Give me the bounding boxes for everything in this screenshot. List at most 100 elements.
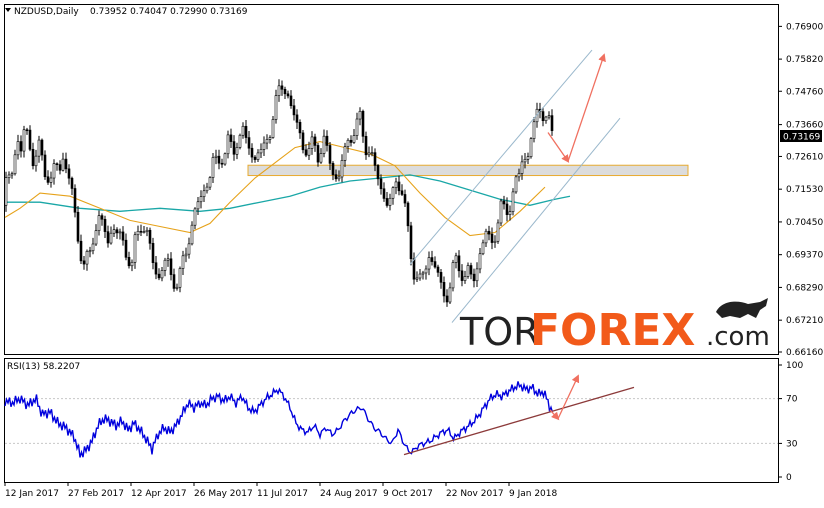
candle-body-169 [511, 191, 515, 212]
time-axis: 12 Jan 2017 27 Feb 2017 12 Apr 2017 26 May … [4, 482, 557, 499]
candle-body-52 [160, 270, 164, 279]
candle-body-56 [172, 274, 176, 289]
candle-body-84 [256, 152, 260, 160]
candle-body-96 [292, 105, 296, 116]
candle-body-26 [82, 260, 86, 265]
candle-body-50 [154, 262, 158, 275]
candle-body-124 [376, 165, 380, 180]
time-tick-label-6: 9 Oct 2017 [383, 489, 433, 499]
candle-body-182 [550, 115, 554, 131]
candle-body-40 [124, 239, 128, 258]
time-tick-label-3: 26 May 2017 [194, 489, 253, 499]
rsi-trendline [403, 386, 635, 456]
candle-body-120 [364, 136, 368, 156]
candle-body-68 [208, 177, 212, 188]
candle-body-166 [502, 200, 506, 205]
candle-body-2 [10, 173, 14, 176]
candle-body-136 [412, 258, 416, 280]
candle-body-78 [238, 134, 242, 148]
price-arrow-0 [547, 132, 570, 163]
candle-body-181 [547, 115, 551, 118]
candle-body-116 [352, 135, 356, 143]
candle-body-19 [61, 158, 65, 171]
symbol-dropdown-icon[interactable] [5, 8, 11, 12]
price-tick-label-2: 0.74760 [786, 87, 823, 97]
candle-body-74 [226, 134, 230, 155]
candle-body-51 [157, 273, 161, 279]
candle-body-117 [355, 118, 359, 136]
candle-body-143 [433, 261, 437, 268]
candle-body-88 [268, 137, 272, 140]
price-panel-frame [4, 4, 779, 355]
symbol-header: NZDUSD,Daily [14, 7, 79, 17]
candle-body-173 [523, 158, 527, 163]
time-tick-label-0: 12 Jan 2017 [5, 489, 59, 499]
candle-body-154 [466, 265, 470, 277]
candle-body-115 [349, 139, 353, 143]
candle-body-171 [517, 173, 521, 178]
time-tick-label-8: 9 Jan 2018 [509, 489, 557, 499]
candle-body-168 [508, 211, 512, 215]
candle-body-165 [499, 200, 503, 224]
candle-body-73 [223, 153, 227, 165]
price-axis: 0.76900 0.75820 0.74760 0.73660 0.72610 0.715… [778, 22, 823, 358]
candle-body-65 [199, 196, 203, 203]
current-price-badge: 0.73169 [783, 133, 820, 143]
candle-body-46 [142, 231, 146, 233]
candle-body-35 [109, 232, 113, 244]
candle-body-153 [463, 276, 467, 281]
candle-body-126 [382, 188, 386, 199]
ma-fast-line [4, 141, 546, 237]
candle-body-34 [106, 231, 110, 244]
candle-body-0 [4, 177, 8, 206]
candle-body-130 [394, 181, 398, 189]
candle-body-91 [277, 85, 281, 96]
ma-slow-line [5, 174, 571, 212]
candle-body-22 [70, 177, 74, 189]
candle-body-147 [445, 295, 449, 303]
candle-body-57 [175, 286, 179, 289]
candle-body-99 [301, 132, 305, 151]
candle-body-72 [220, 162, 224, 165]
candle-body-83 [253, 156, 257, 160]
candle-body-118 [358, 110, 362, 120]
candle-body-156 [472, 273, 476, 282]
candle-body-172 [520, 161, 524, 174]
candle-body-160 [484, 230, 488, 244]
candle-body-98 [298, 121, 302, 134]
candle-body-24 [76, 211, 80, 242]
candle-body-111 [337, 176, 341, 180]
candle-body-53 [163, 259, 167, 271]
bull-icon [716, 298, 768, 318]
candle-body-159 [481, 242, 485, 255]
rsi-arrow-0 [549, 409, 560, 421]
candle-body-107 [325, 135, 329, 146]
candle-body-44 [136, 230, 140, 236]
candle-body-139 [421, 272, 425, 275]
candle-body-61 [187, 243, 191, 255]
candle-body-55 [169, 258, 173, 275]
candle-body-127 [385, 198, 389, 206]
candle-body-75 [229, 134, 233, 142]
candle-body-167 [505, 203, 509, 215]
candle-body-131 [397, 181, 401, 192]
candle-body-158 [478, 253, 482, 270]
candle-body-6 [22, 129, 26, 152]
candle-body-103 [313, 136, 317, 146]
candle-body-150 [454, 255, 458, 263]
rsi-line [4, 381, 554, 458]
moving-averages-group [4, 141, 571, 237]
logo-dotcom: .com [706, 322, 770, 352]
candle-body-21 [67, 168, 71, 179]
candle-body-49 [151, 243, 155, 264]
candle-body-37 [115, 229, 119, 234]
rsi-header: RSI(13) 58.2207 [7, 362, 80, 372]
candle-body-142 [430, 257, 434, 262]
candle-body-132 [400, 190, 404, 195]
candle-body-89 [271, 119, 275, 138]
candle-body-15 [49, 177, 53, 183]
candle-body-95 [289, 95, 293, 107]
price-tick-label-4: 0.72610 [786, 152, 823, 162]
logo-forex: FOREX [530, 305, 695, 356]
